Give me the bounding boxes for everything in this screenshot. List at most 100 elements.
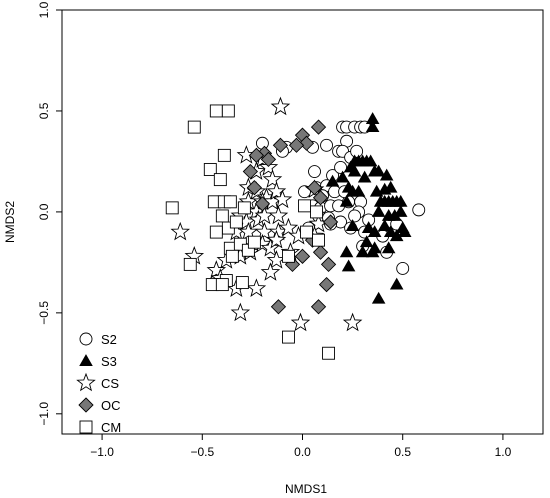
point-s3 (339, 245, 354, 258)
point-oc (318, 276, 335, 293)
point-s3 (359, 235, 374, 248)
point-cm (203, 163, 217, 176)
point-s2 (412, 203, 426, 217)
point-cs (290, 312, 311, 332)
point-s3 (355, 245, 370, 258)
point-oc (248, 147, 265, 164)
point-cs (262, 169, 283, 188)
point-oc (298, 135, 315, 151)
point-cs (230, 302, 251, 322)
point-s3 (381, 241, 396, 254)
point-s2 (308, 165, 321, 178)
series-cm (165, 104, 336, 360)
legend-marker-oc (78, 397, 94, 413)
point-cm (282, 249, 295, 263)
point-cm (322, 346, 336, 360)
point-oc (242, 163, 259, 180)
point-s3 (383, 225, 398, 238)
point-cs (278, 217, 299, 237)
point-oc (260, 151, 277, 168)
point-s3 (371, 204, 386, 217)
point-s2 (334, 161, 348, 174)
point-cs (266, 181, 287, 201)
point-s2 (320, 138, 333, 152)
point-oc (254, 196, 271, 212)
point-cs (170, 221, 191, 241)
point-s3 (371, 164, 386, 177)
point-oc (288, 137, 305, 153)
point-s3 (379, 168, 394, 181)
point-cm (165, 201, 179, 215)
y-axis: −1.0 −0.5 0.0 0.5 1.0 (37, 1, 62, 426)
point-cs (272, 189, 293, 209)
point-cm (213, 173, 227, 187)
point-oc (310, 299, 327, 315)
point-cm (300, 225, 313, 239)
legend-marker-cs (76, 372, 96, 392)
x-axis: −1.0 −0.5 0.0 0.5 1.0 (90, 434, 512, 459)
point-cm (282, 330, 295, 344)
point-oc (294, 248, 311, 264)
point-s3 (357, 170, 372, 183)
point-s2 (396, 261, 410, 275)
point-oc (270, 299, 287, 315)
series-s3 (325, 112, 412, 304)
legend-item-cs: CS (76, 372, 119, 392)
plot-frame (61, 9, 544, 435)
point-cs (270, 96, 291, 116)
x-tick-label: −0.5 (190, 445, 214, 459)
point-oc (320, 256, 337, 273)
point-s3 (325, 174, 340, 187)
point-cs (268, 205, 289, 225)
point-s3 (365, 120, 380, 133)
point-s3 (361, 221, 376, 234)
point-s3 (339, 194, 354, 207)
point-cm (209, 104, 223, 118)
point-s3 (351, 184, 366, 197)
point-s3 (371, 291, 386, 304)
point-cm (221, 104, 235, 118)
point-cm (209, 225, 223, 239)
x-tick-label: 0.0 (294, 445, 311, 459)
point-cm (310, 205, 323, 219)
point-s3 (389, 277, 404, 290)
legend-label: OC (101, 398, 121, 413)
point-cm (215, 278, 229, 292)
point-oc (322, 214, 339, 230)
legend-item-cm: CM (79, 420, 121, 435)
point-s3 (383, 180, 398, 193)
point-s2 (255, 136, 269, 150)
x-tick-label: −1.0 (90, 445, 114, 459)
point-oc (312, 190, 329, 206)
y-tick-label: 1.0 (37, 1, 51, 18)
legend-marker-cm (79, 420, 93, 434)
point-oc (272, 137, 289, 153)
point-cs (246, 278, 267, 297)
point-oc (310, 119, 327, 135)
point-cm (312, 233, 325, 247)
legend-item-s3: S3 (79, 354, 117, 369)
x-tick-label: 0.5 (394, 445, 411, 459)
point-oc (246, 180, 263, 196)
point-s3 (393, 204, 408, 217)
legend: S2 S3 CS OC CM (76, 332, 121, 435)
point-cm (225, 249, 239, 263)
legend-item-oc: OC (78, 397, 121, 413)
point-oc (306, 180, 323, 196)
y-axis-label: NMDS2 (3, 201, 17, 243)
point-cm (187, 120, 201, 134)
point-s2 (350, 144, 364, 158)
point-cm (229, 215, 243, 229)
legend-label: CS (101, 376, 119, 391)
point-oc (312, 244, 329, 260)
point-s3 (395, 221, 410, 234)
point-cm (215, 209, 229, 223)
legend-label: S3 (101, 354, 117, 369)
point-s2 (348, 209, 362, 223)
y-tick-label: −1.0 (37, 402, 51, 426)
data-points (165, 96, 426, 360)
point-s3 (367, 225, 382, 238)
point-s3 (345, 219, 360, 231)
point-cs (342, 312, 363, 332)
